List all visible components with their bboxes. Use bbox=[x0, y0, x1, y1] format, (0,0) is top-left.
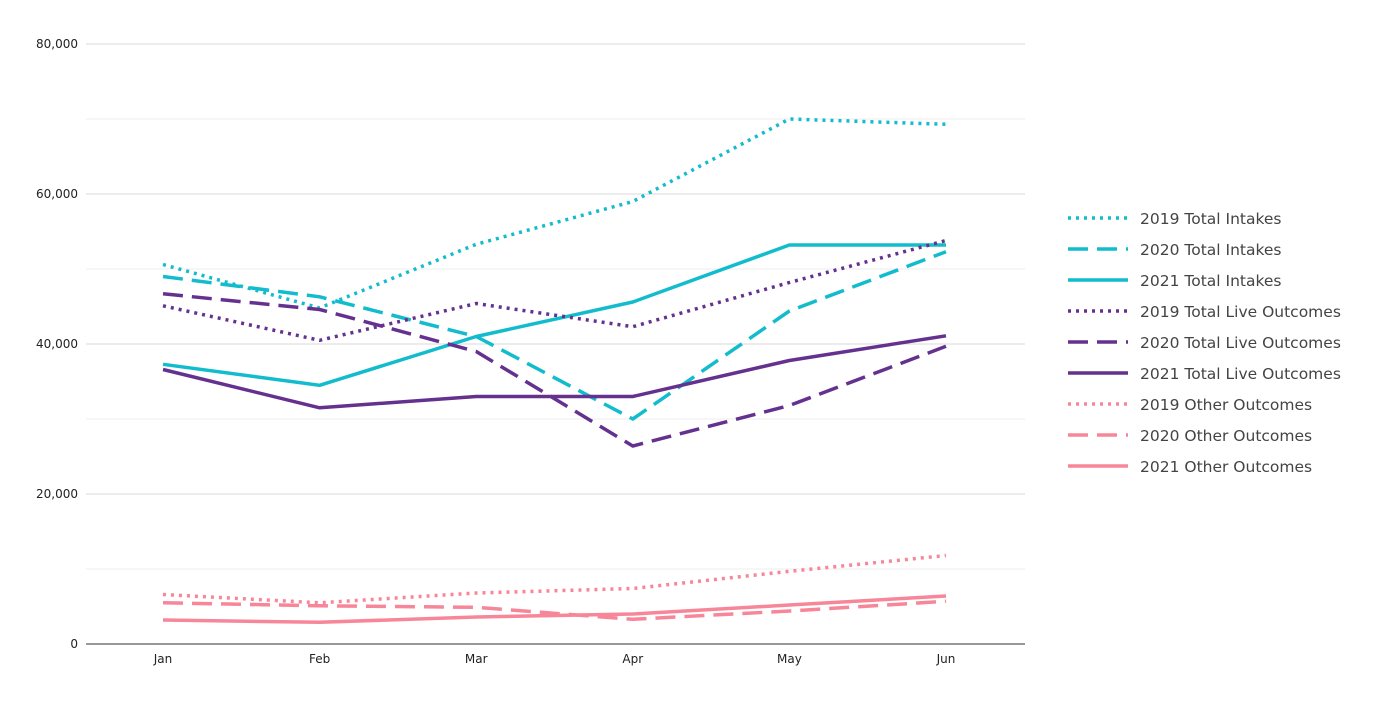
series-line-2020-total-intakes bbox=[162, 250, 947, 421]
x-tick-label: Feb bbox=[309, 652, 330, 666]
series-line-2021-total-intakes bbox=[162, 243, 946, 388]
legend-item-2021-other-outcomes[interactable]: 2021 Other Outcomes bbox=[1068, 458, 1312, 476]
legend-item-2019-total-intakes[interactable]: 2019 Total Intakes bbox=[1068, 210, 1282, 228]
x-tick-label: May bbox=[777, 652, 802, 666]
legend-item-2020-total-intakes[interactable]: 2020 Total Intakes bbox=[1068, 241, 1282, 259]
series-line-2019-total-intakes bbox=[162, 117, 947, 310]
legend-item-2020-total-live-outcomes[interactable]: 2020 Total Live Outcomes bbox=[1068, 334, 1341, 352]
y-tick-label: 60,000 bbox=[36, 187, 78, 201]
legend-label: 2019 Total Live Outcomes bbox=[1140, 303, 1341, 321]
x-tick-label: Jun bbox=[936, 652, 956, 666]
legend-label: 2019 Other Outcomes bbox=[1140, 396, 1312, 414]
grid-layer bbox=[86, 43, 1025, 570]
y-tick-label: 0 bbox=[70, 637, 78, 651]
series-line-2019-other-outcomes bbox=[162, 553, 947, 605]
legend-item-2021-total-live-outcomes[interactable]: 2021 Total Live Outcomes bbox=[1068, 365, 1341, 383]
legend-item-2021-total-intakes[interactable]: 2021 Total Intakes bbox=[1068, 272, 1282, 290]
x-tick-label: Apr bbox=[622, 652, 643, 666]
axis-layer: 0 20,000 40,000 60,000 80,000 Jan Feb Mar Apr May… bbox=[36, 37, 1025, 666]
series-line-2021-total-live-outcomes bbox=[162, 334, 947, 410]
legend-item-2020-other-outcomes[interactable]: 2020 Other Outcomes bbox=[1068, 427, 1312, 445]
legend-item-2019-total-live-outcomes[interactable]: 2019 Total Live Outcomes bbox=[1068, 303, 1341, 321]
y-tick-label: 40,000 bbox=[36, 337, 78, 351]
series-line-2020-total-live-outcomes bbox=[162, 292, 947, 448]
series-line-2019-total-live-outcomes bbox=[162, 238, 947, 343]
legend[interactable]: 2019 Total Intakes 2020 Total Intakes 2021… bbox=[1068, 210, 1341, 476]
series-line-2021-other-outcomes bbox=[162, 594, 947, 625]
legend-label: 2021 Total Intakes bbox=[1140, 272, 1282, 290]
series-line-2020-other-outcomes bbox=[162, 599, 947, 622]
x-tick-label: Mar bbox=[465, 652, 488, 666]
y-tick-label: 80,000 bbox=[36, 37, 78, 51]
y-tick-label: 20,000 bbox=[36, 487, 78, 501]
legend-label: 2019 Total Intakes bbox=[1140, 210, 1282, 228]
legend-label: 2021 Total Live Outcomes bbox=[1140, 365, 1341, 383]
x-tick-label: Jan bbox=[153, 652, 173, 666]
series-layer bbox=[162, 117, 947, 625]
legend-label: 2020 Total Live Outcomes bbox=[1140, 334, 1341, 352]
legend-item-2019-other-outcomes[interactable]: 2019 Other Outcomes bbox=[1068, 396, 1312, 414]
legend-label: 2021 Other Outcomes bbox=[1140, 458, 1312, 476]
legend-label: 2020 Total Intakes bbox=[1140, 241, 1282, 259]
legend-label: 2020 Other Outcomes bbox=[1140, 427, 1312, 445]
